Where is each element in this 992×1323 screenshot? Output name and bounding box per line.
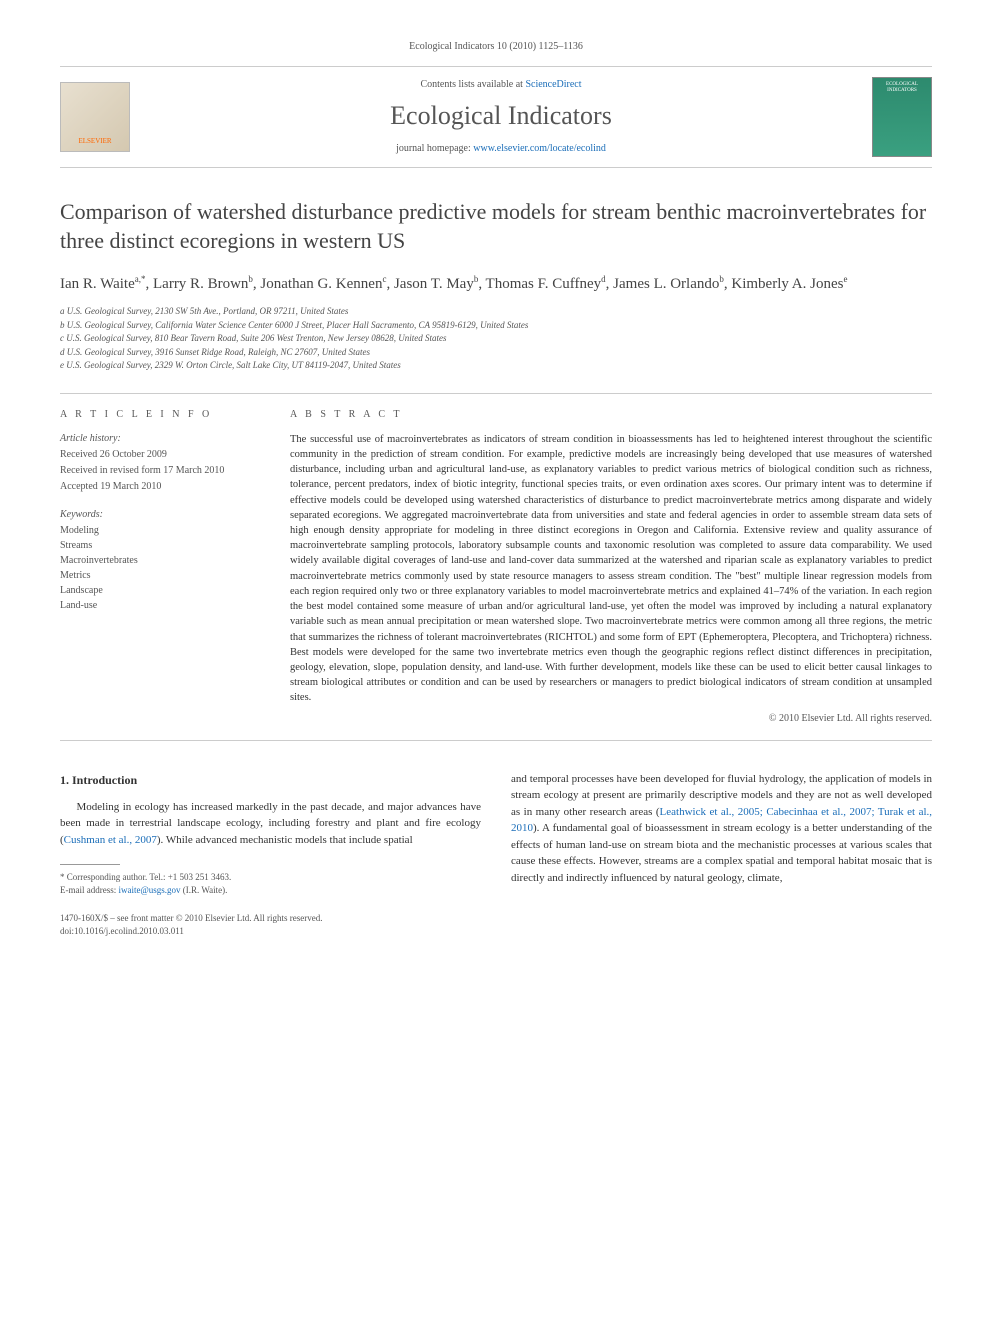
- sciencedirect-link[interactable]: ScienceDirect: [525, 79, 581, 90]
- citation-line: Ecological Indicators 10 (2010) 1125–113…: [60, 40, 932, 54]
- affiliation-line: d U.S. Geological Survey, 3916 Sunset Ri…: [60, 346, 932, 360]
- affiliations-list: a U.S. Geological Survey, 2130 SW 5th Av…: [60, 305, 932, 373]
- abstract-column: A B S T R A C T The successful use of ma…: [290, 408, 932, 726]
- article-info-column: A R T I C L E I N F O Article history: R…: [60, 408, 260, 726]
- body-column-right: and temporal processes have been develop…: [511, 771, 932, 938]
- journal-name: Ecological Indicators: [130, 98, 872, 134]
- corresponding-email-link[interactable]: iwaite@usgs.gov: [118, 885, 180, 895]
- page-container: Ecological Indicators 10 (2010) 1125–113…: [0, 0, 992, 978]
- journal-cover-thumbnail: ECOLOGICAL INDICATORS: [872, 77, 932, 157]
- publisher-logo: ELSEVIER: [60, 82, 130, 152]
- publisher-logo-text: ELSEVIER: [78, 137, 111, 147]
- affiliation-line: a U.S. Geological Survey, 2130 SW 5th Av…: [60, 305, 932, 319]
- email-label: E-mail address:: [60, 885, 118, 895]
- citation-link-cushman[interactable]: Cushman et al., 2007: [64, 834, 157, 846]
- keyword-item: Macroinvertebrates: [60, 554, 260, 568]
- keyword-item: Land-use: [60, 599, 260, 613]
- cover-title-text: ECOLOGICAL INDICATORS: [877, 82, 927, 93]
- body-column-left: 1. Introduction Modeling in ecology has …: [60, 771, 481, 938]
- homepage-line: journal homepage: www.elsevier.com/locat…: [130, 142, 872, 156]
- corresponding-author-footnote: * Corresponding author. Tel.: +1 503 251…: [60, 871, 481, 884]
- abstract-copyright: © 2010 Elsevier Ltd. All rights reserved…: [290, 712, 932, 726]
- keywords-block: Keywords: ModelingStreamsMacroinvertebra…: [60, 508, 260, 613]
- keyword-item: Streams: [60, 539, 260, 553]
- keyword-item: Metrics: [60, 569, 260, 583]
- abstract-text: The successful use of macroinvertebrates…: [290, 432, 932, 706]
- section-number: 1.: [60, 773, 69, 787]
- footnote-separator: [60, 864, 120, 865]
- affiliation-line: c U.S. Geological Survey, 810 Bear Taver…: [60, 332, 932, 346]
- history-label: Article history:: [60, 432, 260, 446]
- intro-text-post: ). While advanced mechanistic models tha…: [157, 834, 413, 846]
- homepage-link[interactable]: www.elsevier.com/locate/ecolind: [473, 143, 606, 154]
- contents-prefix: Contents lists available at: [420, 79, 525, 90]
- section-title: Introduction: [72, 773, 137, 787]
- email-footnote: E-mail address: iwaite@usgs.gov (I.R. Wa…: [60, 884, 481, 897]
- front-matter-line: 1470-160X/$ – see front matter © 2010 El…: [60, 912, 481, 925]
- contents-available-line: Contents lists available at ScienceDirec…: [130, 78, 872, 92]
- affiliation-line: b U.S. Geological Survey, California Wat…: [60, 319, 932, 333]
- article-info-heading: A R T I C L E I N F O: [60, 408, 260, 422]
- history-item: Received in revised form 17 March 2010: [60, 464, 260, 478]
- doi-line: doi:10.1016/j.ecolind.2010.03.011: [60, 925, 481, 938]
- affiliation-line: e U.S. Geological Survey, 2329 W. Orton …: [60, 359, 932, 373]
- abstract-heading: A B S T R A C T: [290, 408, 932, 422]
- intro-paragraph-right: and temporal processes have been develop…: [511, 771, 932, 887]
- homepage-prefix: journal homepage:: [396, 143, 473, 154]
- intro-text-right-post: ). A fundamental goal of bioassessment i…: [511, 822, 932, 884]
- history-item: Accepted 19 March 2010: [60, 480, 260, 494]
- body-two-column: 1. Introduction Modeling in ecology has …: [60, 771, 932, 938]
- keywords-label: Keywords:: [60, 508, 260, 522]
- article-title: Comparison of watershed disturbance pred…: [60, 198, 932, 255]
- author-list: Ian R. Waitea,*, Larry R. Brownb, Jonath…: [60, 273, 932, 295]
- header-center: Contents lists available at ScienceDirec…: [130, 78, 872, 156]
- intro-paragraph-left: Modeling in ecology has increased marked…: [60, 799, 481, 849]
- email-suffix: (I.R. Waite).: [181, 885, 228, 895]
- journal-header: ELSEVIER Contents lists available at Sci…: [60, 66, 932, 168]
- history-item: Received 26 October 2009: [60, 448, 260, 462]
- section-heading-intro: 1. Introduction: [60, 771, 481, 789]
- keyword-item: Modeling: [60, 524, 260, 538]
- keyword-item: Landscape: [60, 584, 260, 598]
- info-abstract-row: A R T I C L E I N F O Article history: R…: [60, 393, 932, 741]
